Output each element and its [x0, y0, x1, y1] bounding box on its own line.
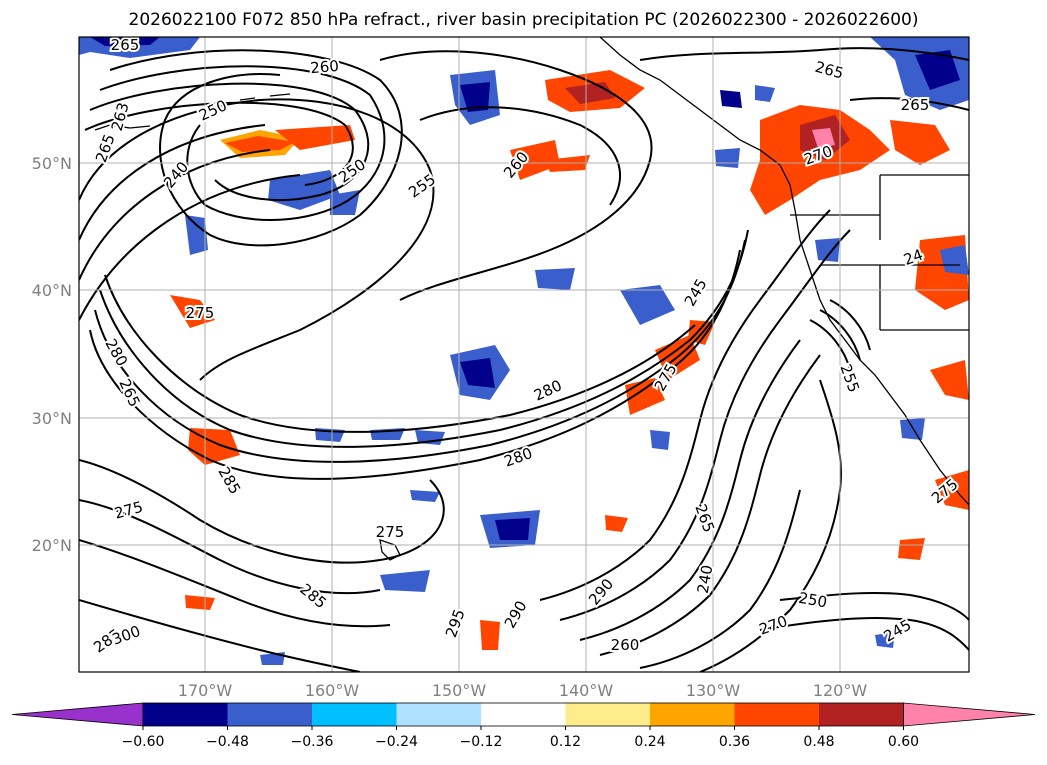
colorbar-segment — [143, 703, 228, 726]
lat-label: 50°N — [32, 154, 72, 173]
lon-label: 120°W — [813, 681, 868, 700]
contour-label: 260 — [310, 57, 340, 77]
colorbar-tick-label: 0.60 — [888, 734, 919, 750]
colorbar-tick-label: −0.48 — [206, 734, 249, 750]
colorbar-extension-low — [11, 702, 144, 727]
colorbar-segment — [819, 703, 904, 726]
colorbar-tick-label: 0.48 — [803, 734, 834, 750]
contour-label: 275 — [186, 304, 215, 322]
colorbar-segment — [396, 703, 482, 726]
map-title: 2026022100 F072 850 hPa refract., river … — [128, 10, 919, 30]
colorbar-extension-high — [903, 702, 1036, 727]
colorbar-tick-label: −0.36 — [291, 734, 334, 750]
colorbar-tick-label: −0.60 — [122, 734, 165, 750]
colorbar-tick-label: −0.24 — [375, 734, 418, 750]
colorbar-segment — [650, 703, 735, 726]
colorbar-tick-label: −0.12 — [460, 734, 503, 750]
colorbar-segment — [481, 703, 566, 726]
lat-label: 40°N — [32, 281, 72, 300]
colorbar-segment — [312, 703, 397, 726]
colorbar-segment — [565, 703, 651, 726]
contour-label: 275 — [376, 523, 405, 541]
colorbar-tick-label: 0.12 — [550, 734, 581, 750]
refractivity-contours — [79, 47, 969, 672]
map-frame — [78, 36, 970, 673]
colorbar-segment — [734, 703, 820, 726]
contour-label: 265 — [901, 96, 930, 114]
lon-label: 160°W — [305, 681, 360, 700]
latitude-labels: 50°N 40°N 30°N 20°N — [32, 154, 72, 555]
lat-label: 20°N — [32, 536, 72, 555]
lat-label: 30°N — [32, 409, 72, 428]
longitude-labels: 170°W 160°W 150°W 140°W 130°W 120°W — [178, 681, 868, 700]
colorbar-tick-label: 0.36 — [719, 734, 750, 750]
lon-label: 130°W — [686, 681, 741, 700]
colorbar-segment — [227, 703, 313, 726]
lon-label: 140°W — [559, 681, 614, 700]
contour-label: 265 — [111, 36, 140, 54]
lon-label: 150°W — [432, 681, 487, 700]
contour-label: 260 — [611, 636, 640, 654]
coastlines — [94, 37, 969, 561]
colorbar-frame — [142, 702, 904, 727]
lat-lon-gridlines — [79, 37, 969, 672]
colorbar: −0.60 −0.48 −0.36 −0.24 −0.12 0.12 0.24 0.36 0.4… — [11, 702, 1036, 750]
lon-label: 170°W — [178, 681, 233, 700]
colorbar-tick-label: 0.24 — [634, 734, 665, 750]
